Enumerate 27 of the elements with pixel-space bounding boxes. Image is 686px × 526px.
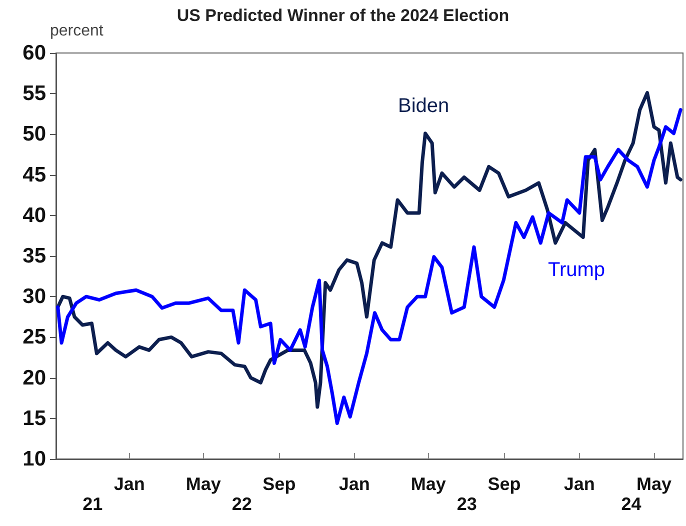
y-tick-label: 45 — [22, 163, 46, 186]
x-tick-label: Jan — [564, 474, 595, 494]
y-tick-label: 10 — [22, 448, 46, 470]
y-tick-label: 40 — [22, 204, 46, 227]
y-tick-label: 35 — [22, 244, 46, 268]
series-label: Biden — [398, 95, 450, 117]
y-tick-label: 50 — [22, 122, 46, 146]
text: 24 — [621, 494, 642, 514]
x-tick-label: May — [410, 474, 446, 494]
y-axis-title: percent — [50, 22, 104, 40]
x-tick-label: Sep — [262, 474, 296, 494]
x-tick-label: Sep — [488, 474, 521, 494]
y-tick-label: 60 — [22, 42, 46, 64]
text: 21 — [82, 494, 103, 514]
x-tick-label: May — [186, 474, 221, 494]
chart-title: US Predicted Winner of the 2024 Election — [176, 6, 510, 25]
y-tick-label: 15 — [22, 406, 46, 430]
x-tick-label: Jan — [114, 474, 145, 494]
text: 23 — [456, 494, 477, 514]
series-label: Trump — [548, 259, 606, 281]
x-tick-label: May — [636, 474, 672, 494]
y-tick-label: 30 — [22, 285, 46, 308]
y-tick-label: 20 — [22, 366, 46, 390]
text: 22 — [232, 494, 252, 514]
x-tick-label: Jan — [338, 474, 370, 494]
y-tick-label: 55 — [22, 82, 46, 106]
y-tick-label: 25 — [22, 326, 46, 349]
